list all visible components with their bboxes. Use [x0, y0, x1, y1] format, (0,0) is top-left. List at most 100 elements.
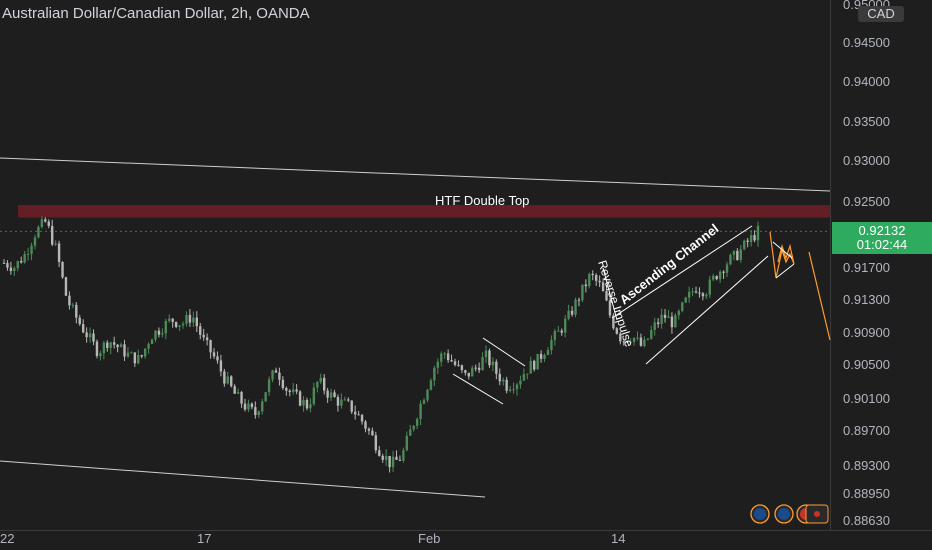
price-tick-label: 0.93500: [843, 114, 890, 129]
channel-lower-line: [645, 255, 769, 365]
candle-body: [178, 325, 181, 327]
candle-body: [226, 376, 229, 384]
candle-body: [725, 264, 729, 273]
candle-body: [295, 389, 298, 392]
candle-body: [168, 318, 171, 321]
price-tick-label: 0.92500: [843, 194, 890, 209]
candle-body: [333, 392, 336, 398]
currency-badge[interactable]: CAD: [858, 6, 904, 22]
candle-body: [102, 342, 106, 354]
candle-body: [353, 411, 357, 415]
price-tick-label: 0.90100: [843, 391, 890, 406]
candle-body: [112, 342, 116, 345]
candle-body: [312, 387, 316, 405]
candle-body: [594, 275, 598, 281]
price-tick-label: 0.93000: [843, 153, 890, 168]
candle-body: [512, 389, 515, 391]
candle-body: [471, 367, 474, 377]
candle-body: [639, 337, 643, 346]
candle-body: [694, 291, 698, 293]
candle-body: [319, 377, 322, 382]
candle-body: [347, 399, 350, 401]
price-tick-label: 0.88630: [843, 513, 890, 528]
candle-body: [150, 339, 154, 345]
candle-body: [546, 350, 550, 356]
candle-body: [171, 318, 174, 322]
candle-body: [54, 243, 57, 245]
candle-body: [505, 379, 508, 391]
candle-body: [154, 330, 157, 340]
candle-body: [126, 352, 130, 357]
candle-body: [749, 235, 753, 242]
candle-body: [643, 339, 646, 346]
candle-body: [588, 273, 591, 287]
candle-body: [663, 314, 667, 318]
candle-body: [61, 262, 64, 278]
bar-countdown: 01:02:44: [856, 237, 908, 252]
candle-body: [446, 353, 450, 361]
candle-body: [629, 341, 632, 343]
candle-body: [477, 367, 481, 371]
candle-body: [440, 353, 443, 362]
event-flag-fill: [778, 508, 790, 520]
candle-body: [381, 455, 384, 460]
projection-zigzag: [769, 231, 795, 279]
candle-body: [16, 261, 19, 269]
candle-body: [278, 372, 281, 380]
candle-body: [756, 225, 760, 241]
candle-body: [230, 376, 233, 387]
candle-body: [536, 353, 539, 370]
candle-body: [33, 237, 37, 246]
candle-body: [95, 341, 99, 357]
price-tick-label: 0.90900: [843, 325, 890, 340]
upper-trendline: [0, 157, 831, 192]
candle-body: [233, 386, 236, 394]
candle-body: [467, 372, 470, 377]
candle-body: [388, 455, 391, 468]
candle-body: [650, 330, 653, 339]
candle-body: [402, 450, 405, 461]
candle-body: [581, 284, 584, 301]
candle-body: [174, 321, 178, 327]
candle-body: [398, 459, 402, 461]
candle-body: [560, 330, 563, 333]
candle-body: [481, 357, 484, 371]
candle-body: [199, 326, 202, 335]
candle-body: [181, 323, 185, 326]
candle-body: [384, 455, 388, 460]
candle-body: [185, 314, 188, 324]
time-tick-label: 22: [0, 531, 14, 546]
candle-body: [51, 225, 54, 245]
price-tick-label: 0.89700: [843, 423, 890, 438]
candle-body: [691, 291, 694, 293]
candle-body: [753, 235, 756, 241]
candle-body: [498, 373, 501, 382]
candle-body: [336, 397, 340, 406]
candle-body: [591, 273, 594, 276]
candle-body: [409, 429, 412, 436]
candle-body: [357, 414, 360, 416]
candle-body: [254, 407, 257, 416]
candle-body: [374, 435, 378, 451]
candle-body: [729, 254, 732, 265]
candle-body: [436, 361, 440, 368]
candle-body: [625, 341, 629, 343]
candle-body: [99, 353, 102, 357]
price-tick-label: 0.91300: [843, 292, 890, 307]
candle-body: [360, 414, 364, 422]
candle-body: [563, 318, 567, 333]
candle-body: [78, 317, 81, 325]
candle-body: [20, 261, 23, 263]
candle-body: [205, 337, 209, 341]
candle-body: [698, 292, 701, 294]
candle-body: [316, 381, 319, 388]
candle-body: [247, 403, 250, 410]
candle-body: [6, 263, 9, 268]
candle-body: [615, 328, 619, 334]
flag-upper-line: [482, 337, 526, 367]
candle-body: [533, 360, 536, 370]
candle-body: [570, 310, 574, 315]
candle-body: [71, 304, 75, 306]
